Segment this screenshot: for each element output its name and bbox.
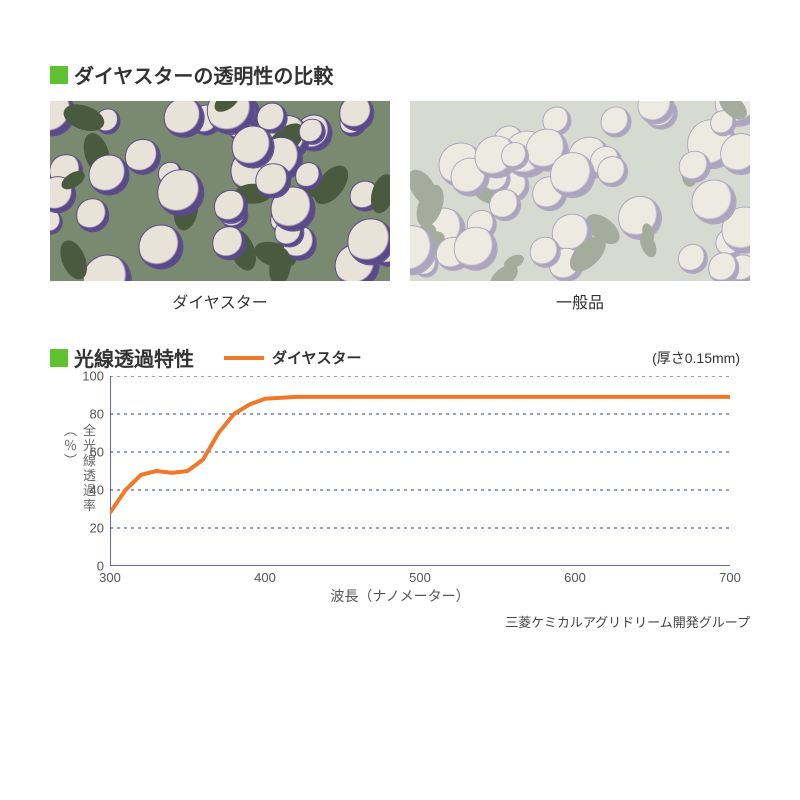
- chart-svg: [110, 376, 730, 566]
- section1-title: ダイヤスターの透明性の比較: [50, 60, 750, 89]
- legend-label: ダイヤスター: [272, 347, 362, 368]
- thickness-note: (厚さ0.15mm): [652, 348, 750, 368]
- y-axis-label: 全光線透過率（％）: [60, 424, 98, 519]
- caption-left: ダイヤスター: [50, 289, 390, 313]
- chart-header: 光線透過特性 ダイヤスター (厚さ0.15mm): [50, 343, 750, 372]
- y-tick: 20: [90, 521, 110, 536]
- section1-marker: [50, 66, 68, 84]
- legend-swatch: [224, 356, 264, 360]
- x-tick: 500: [409, 566, 431, 585]
- y-tick: 80: [90, 407, 110, 422]
- x-tick: 600: [564, 566, 586, 585]
- footer-credit: 三菱ケミカルアグリドリーム開発グループ: [50, 612, 750, 631]
- x-tick: 300: [99, 566, 121, 585]
- y-tick: 40: [90, 483, 110, 498]
- section2-title: 光線透過特性: [50, 343, 194, 372]
- section2-marker: [50, 349, 68, 367]
- chart-legend: ダイヤスター: [224, 347, 362, 368]
- chart: 全光線透過率（％） 020406080100300400500600700: [110, 376, 730, 566]
- image-general: [410, 101, 750, 281]
- y-tick: 60: [90, 445, 110, 460]
- comparison-image-row: [50, 101, 750, 281]
- caption-row: ダイヤスター 一般品: [50, 289, 750, 313]
- x-tick: 400: [254, 566, 276, 585]
- image-diastar: [50, 101, 390, 281]
- y-tick: 100: [82, 369, 110, 384]
- caption-right: 一般品: [410, 289, 750, 313]
- x-axis-label: 波長（ナノメーター）: [50, 586, 750, 606]
- x-tick: 700: [719, 566, 741, 585]
- section1-title-text: ダイヤスターの透明性の比較: [74, 60, 333, 89]
